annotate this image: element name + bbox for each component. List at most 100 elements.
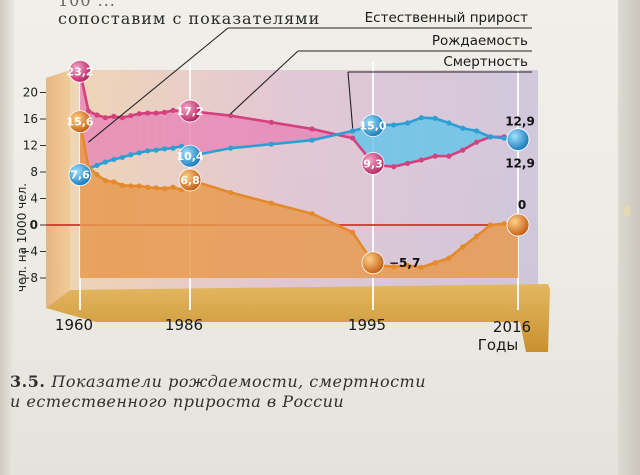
value-data-label: 23,2 <box>66 65 93 78</box>
death-excess-area <box>407 117 422 164</box>
value-data-label: 15,0 <box>359 120 386 133</box>
death-point <box>170 145 176 151</box>
page-marker <box>624 206 630 216</box>
birth-point <box>268 119 274 125</box>
birth-point <box>119 115 125 121</box>
birth-excess-area <box>113 116 123 160</box>
legend-label: Естественный прирост <box>365 10 528 26</box>
birth-point <box>391 164 397 170</box>
natural-growth-point <box>404 262 411 269</box>
natural-growth-point <box>170 184 176 190</box>
natural-growth-point <box>446 255 452 261</box>
natural-growth-point <box>350 229 356 235</box>
death-excess-area <box>462 128 477 151</box>
death-point <box>391 122 397 128</box>
death-excess-area <box>379 124 394 167</box>
death-excess-area <box>435 118 449 157</box>
death-point <box>153 147 159 153</box>
natural-growth-point <box>153 185 159 191</box>
birth-excess-area <box>173 110 182 149</box>
y-tick-label: 12 <box>23 139 38 153</box>
page-edge <box>618 0 640 475</box>
y-axis-label: чел. на 1000 чел. <box>15 183 29 292</box>
birth-excess-area <box>156 112 165 151</box>
value-marker-ball <box>506 213 530 237</box>
y-tick-label: −8 <box>20 271 38 285</box>
value-marker-ball <box>68 59 92 83</box>
death-point <box>128 152 134 158</box>
death-point <box>309 137 315 143</box>
birth-point <box>153 110 159 116</box>
death-point <box>94 162 100 168</box>
natural-growth-point <box>119 182 125 188</box>
birth-point <box>162 109 168 115</box>
natural-growth-point <box>228 189 234 196</box>
value-marker-ball <box>68 110 92 134</box>
birth-point <box>102 115 108 121</box>
value-marker-ball <box>178 99 202 123</box>
value-marker-ball <box>506 128 530 151</box>
caption-number: 3.5. <box>10 372 46 391</box>
value-marker-ball <box>361 114 385 138</box>
death-point <box>268 141 274 147</box>
natural-growth-point <box>501 221 507 227</box>
natural-growth-point <box>460 244 466 250</box>
figure-caption: 3.5. Показатели рождаемости, смертности и… <box>10 372 470 412</box>
value-marker-ball <box>178 168 202 192</box>
value-data-label: 12,9 <box>505 115 535 129</box>
death-point <box>404 120 411 126</box>
birth-excess-area <box>190 111 231 157</box>
natural-growth-point <box>128 183 134 189</box>
death-excess-area <box>421 117 436 161</box>
death-point <box>162 146 168 152</box>
death-point <box>102 159 108 165</box>
birth-excess-area <box>96 115 106 166</box>
natural-growth-point <box>102 178 108 184</box>
birth-excess-area <box>164 110 174 149</box>
birth-excess-area <box>122 115 131 158</box>
death-point <box>460 125 466 131</box>
natural-growth-point <box>487 222 493 228</box>
birth-point <box>94 112 100 118</box>
natural-growth-point <box>162 185 168 192</box>
death-point <box>487 134 493 140</box>
birth-point <box>460 147 466 153</box>
birth-excess-area <box>230 115 272 149</box>
caption-line-2: и естественного прироста в России <box>10 392 345 411</box>
legend-leader-line <box>230 50 299 115</box>
y-tick-label: 8 <box>30 165 38 179</box>
legend-leader-line <box>88 27 229 143</box>
value-data-label: 6,8 <box>180 174 200 187</box>
death-point <box>418 115 424 121</box>
value-data-label: −5,7 <box>389 256 420 270</box>
value-marker-ball <box>361 151 385 175</box>
death-point <box>145 148 151 154</box>
birth-point <box>473 139 480 145</box>
book-spine <box>0 0 14 475</box>
death-point <box>119 154 125 161</box>
natural-growth-point <box>391 264 397 270</box>
x-tick-label: 1986 <box>165 316 203 334</box>
death-point <box>432 115 438 121</box>
natural-growth-point <box>145 184 151 190</box>
birth-point <box>404 160 411 166</box>
value-data-label: 7,6 <box>70 169 90 182</box>
natural-growth-point <box>94 172 100 178</box>
birth-point <box>432 153 438 159</box>
birth-point <box>128 113 134 119</box>
value-marker-ball <box>178 144 202 168</box>
death-point <box>136 150 142 156</box>
natural-growth-point <box>418 264 424 270</box>
death-excess-area <box>448 122 463 157</box>
birth-point <box>350 135 356 141</box>
legend-label: Рождаемость <box>432 33 528 49</box>
caption-line-1: Показатели рождаемости, смертности <box>51 372 427 391</box>
y-tick-label: −4 <box>20 245 38 259</box>
birth-excess-area <box>130 113 140 155</box>
death-point <box>501 135 507 141</box>
value-data-label: 12,9 <box>505 157 535 171</box>
natural-growth-point <box>309 211 315 217</box>
birth-point <box>170 107 176 113</box>
birth-excess-area <box>105 116 114 163</box>
